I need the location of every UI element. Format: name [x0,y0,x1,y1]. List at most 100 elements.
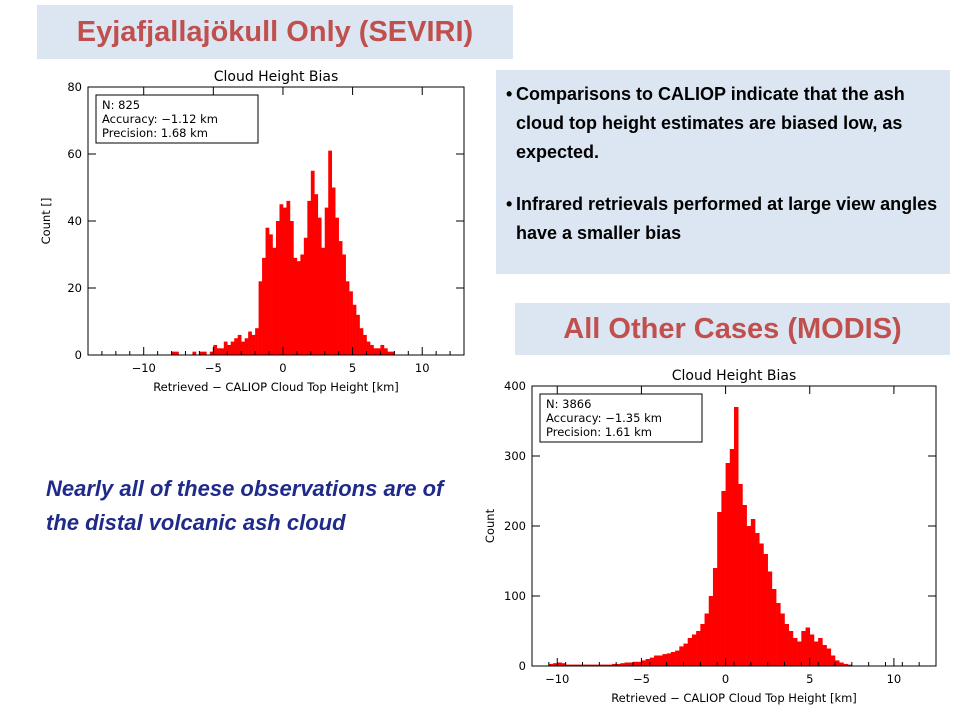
seviri-bar [237,334,242,355]
seviri-stats-box [95,94,259,144]
modis-bar [574,664,579,666]
modis-bar [750,519,756,666]
modis-bar [683,643,689,666]
seviri-bar [328,150,333,355]
modis-bar [561,663,566,666]
modis-x-tick-label: −5 [633,672,650,686]
seviri-histogram: Cloud Height Bias −10 −5 0 5 10 0 20 40 60 80 Retri… [39,69,465,394]
seviri-bar [366,341,371,355]
seviri-bar [282,207,287,355]
modis-x-tick-label: 5 [806,672,813,686]
modis-bar [801,631,806,666]
seviri-bar [303,237,308,355]
seviri-x-tick-label: 0 [279,361,286,375]
seviri-bar [279,204,284,355]
seviri-bar [241,341,245,355]
seviri-bar [387,351,392,355]
modis-bar [776,603,781,666]
modis-bar [780,613,785,666]
seviri-bar [227,344,232,355]
seviri-bar [251,334,256,355]
seviri-bar [220,348,225,355]
seviri-bar [262,257,266,355]
modis-bar [599,664,604,666]
seviri-x-tick-label: −5 [205,361,222,375]
seviri-bar [230,341,235,355]
seviri-bar [359,328,364,355]
modis-bar [633,661,638,666]
modis-bar [738,484,743,666]
seviri-x-tick-label: −10 [132,361,156,375]
modis-bar [553,663,558,666]
modis-stats-box [539,393,703,443]
modis-y-axis-label: Count [483,508,497,543]
seviri-title: Eyjafjallajökull Only (SEVIRI) [37,5,513,59]
seviri-bar [338,241,343,355]
seviri-y-tick-label: 40 [67,214,82,228]
modis-y-tick-label: 400 [504,379,526,393]
modis-bar [557,662,562,666]
modis-bar [658,655,663,666]
modis-bar [582,664,588,666]
modis-bar [813,641,819,666]
modis-bar [700,624,705,666]
seviri-bar [317,217,322,355]
modis-x-tick-label: 0 [722,672,729,686]
seviri-bar [209,351,214,355]
modis-stats-line: Accuracy: −1.35 km [546,411,662,425]
modis-bar [717,512,722,666]
modis-bar [691,634,697,666]
modis-bar [755,533,760,666]
modis-histogram: Cloud Height Bias−10 −5 0 5 100100200300400R… [483,368,937,705]
modis-bar [792,638,798,666]
modis-bar [607,664,613,666]
modis-bar [797,641,802,666]
modis-bar [666,653,672,666]
modis-stats-line: N: 3866 [546,397,591,411]
modis-x-tick-label: 10 [887,672,902,686]
seviri-bar [390,351,395,355]
modis-bar [759,543,764,666]
seviri-y-tick-label: 20 [67,281,82,295]
modis-bar [620,663,625,666]
seviri-bar [265,227,270,355]
seviri-y-tick-label: 0 [75,348,82,362]
seviri-bar [352,304,357,355]
modis-x-axis-label: Retrieved − CALIOP Cloud Top Height [km] [611,691,857,705]
modis-bar [595,664,600,666]
seviri-bar [376,348,381,355]
modis-bar [771,589,777,666]
modis-bar [847,664,853,666]
modis-bar [616,663,621,666]
modis-bar [734,407,739,666]
seviri-bar [349,291,353,355]
modis-bar [742,505,747,666]
modis-stats-line: Precision: 1.61 km [546,425,652,439]
seviri-x-axis-label: Retrieved − CALIOP Cloud Top Height [km] [153,380,399,394]
seviri-bar [272,247,277,355]
seviri-bar [276,221,280,355]
modis-bar [628,662,634,666]
modis-bar [590,664,596,666]
bullet-caliop-bias: Comparisons to CALIOP indicate that the … [506,80,940,167]
seviri-stats-line: Accuracy: −1.12 km [102,112,218,126]
seviri-stats-line: Precision: 1.68 km [102,126,208,140]
seviri-bar [324,207,329,355]
seviri-bar [335,217,339,355]
modis-bar [843,663,848,666]
modis-bar [725,463,731,666]
modis-bar [805,627,811,666]
seviri-bar [175,351,179,355]
modis-bar [624,662,630,666]
modis-bar [687,638,693,666]
seviri-bar [300,254,305,355]
modis-bar [641,660,646,666]
modis-bar [679,646,684,666]
findings-panel: Comparisons to CALIOP indicate that the … [496,70,950,274]
seviri-y-axis-label: Count [] [39,198,53,245]
seviri-bar [269,234,273,355]
modis-bar [822,645,827,666]
seviri-bar [331,187,336,355]
modis-bar [548,663,554,666]
modis-bar [569,664,575,666]
